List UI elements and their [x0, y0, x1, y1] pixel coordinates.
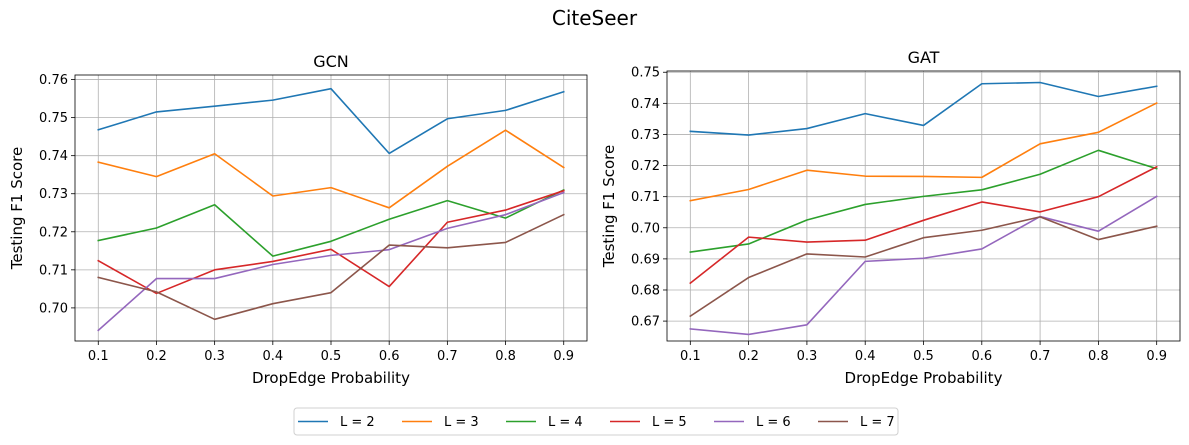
gat-x-tick-label: 0.4 [855, 349, 876, 364]
legend-entry-label: L = 3 [444, 415, 479, 430]
gat-series-line-l2 [689, 81, 1158, 136]
gat-x-tick-label: 0.9 [1146, 349, 1167, 364]
gat-x-axis-label: DropEdge Probability [845, 369, 1003, 387]
gcn-series-line-l5 [97, 189, 565, 295]
gat-series-line-l4 [689, 149, 1158, 253]
gat-series-line-l3 [689, 101, 1158, 202]
gcn-x-tick-label: 0.9 [553, 349, 574, 364]
gcn-x-tick-label: 0.1 [88, 349, 109, 364]
gcn-series-line-l6 [97, 191, 565, 332]
gcn-y-tick-label: 0.75 [39, 111, 68, 126]
gcn-x-axis-label: DropEdge Probability [252, 369, 410, 387]
legend-entry-label: L = 6 [756, 415, 791, 430]
gcn-series-line-l3 [97, 129, 565, 209]
gat-x-tick-label: 0.3 [797, 349, 818, 364]
gcn-y-tick-label: 0.72 [39, 225, 68, 240]
gcn-x-tick-label: 0.2 [146, 349, 167, 364]
gat-y-tick-label: 0.71 [631, 190, 660, 205]
gcn-y-tick-label: 0.71 [39, 263, 68, 278]
gcn-x-tick-label: 0.3 [204, 349, 225, 364]
gcn-plot-frame [74, 74, 588, 342]
gcn-x-tick-label: 0.7 [437, 349, 458, 364]
gcn-y-tick-label: 0.73 [39, 187, 68, 202]
gcn-series-line-l2 [97, 87, 565, 155]
gat-y-axis-label: Testing F1 Score [600, 145, 618, 268]
gat-y-tick-label: 0.74 [631, 97, 660, 112]
gat-y-tick-label: 0.69 [631, 252, 660, 267]
gat-panel: GAT 0.1 0.2 0.3 0.4 0.5 0.6 0.7 0.8 0.9 0.67 0.68 0.… [600, 48, 1181, 387]
gcn-panel: GCN 0.1 0.2 0.3 0.4 0.5 0.6 0.7 0.8 0.9 0.70 0.71 0.… [8, 52, 588, 387]
gat-y-tick-label: 0.75 [631, 66, 660, 81]
gcn-x-tick-label: 0.5 [321, 349, 342, 364]
gcn-series-line-l7 [97, 213, 565, 321]
gcn-x-tick-label: 0.4 [262, 349, 283, 364]
legend-entry-label: L = 7 [860, 415, 895, 430]
gcn-title: GCN [313, 52, 349, 71]
gcn-y-tick-label: 0.70 [39, 301, 68, 316]
gcn-y-axis-label: Testing F1 Score [8, 147, 26, 270]
gat-plot-frame [666, 70, 1181, 342]
gat-x-tick-label: 0.7 [1030, 349, 1051, 364]
gat-y-tick-label: 0.72 [631, 159, 660, 174]
gat-y-tick-label: 0.73 [631, 128, 660, 143]
gcn-series-line-l4 [97, 188, 565, 257]
legend-entry-label: L = 4 [548, 415, 583, 430]
gat-y-tick-label: 0.70 [631, 221, 660, 236]
gat-x-tick-label: 0.6 [971, 349, 992, 364]
gcn-x-tick-label: 0.6 [379, 349, 400, 364]
gat-x-tick-label: 0.1 [680, 349, 701, 364]
gat-series-line-l7 [689, 216, 1158, 318]
gcn-x-tick-label: 0.8 [495, 349, 516, 364]
gcn-y-tick-label: 0.74 [39, 149, 68, 164]
legend: L = 2 L = 3 L = 4 L = 5 L = 6 L = 7 [293, 407, 899, 436]
gat-x-tick-label: 0.5 [913, 349, 934, 364]
gat-y-tick-label: 0.67 [631, 315, 660, 330]
legend-box [293, 407, 899, 436]
gat-x-tick-label: 0.2 [738, 349, 759, 364]
gat-y-tick-label: 0.68 [631, 283, 660, 298]
gat-series-line-l6 [689, 195, 1158, 336]
gat-series-line-l5 [689, 165, 1158, 285]
gat-x-tick-label: 0.8 [1088, 349, 1109, 364]
legend-entry-label: L = 2 [340, 415, 375, 430]
gcn-y-tick-label: 0.76 [39, 73, 68, 88]
legend-entry-label: L = 5 [652, 415, 687, 430]
figure-title: CiteSeer [552, 6, 638, 30]
gat-title: GAT [908, 48, 940, 67]
